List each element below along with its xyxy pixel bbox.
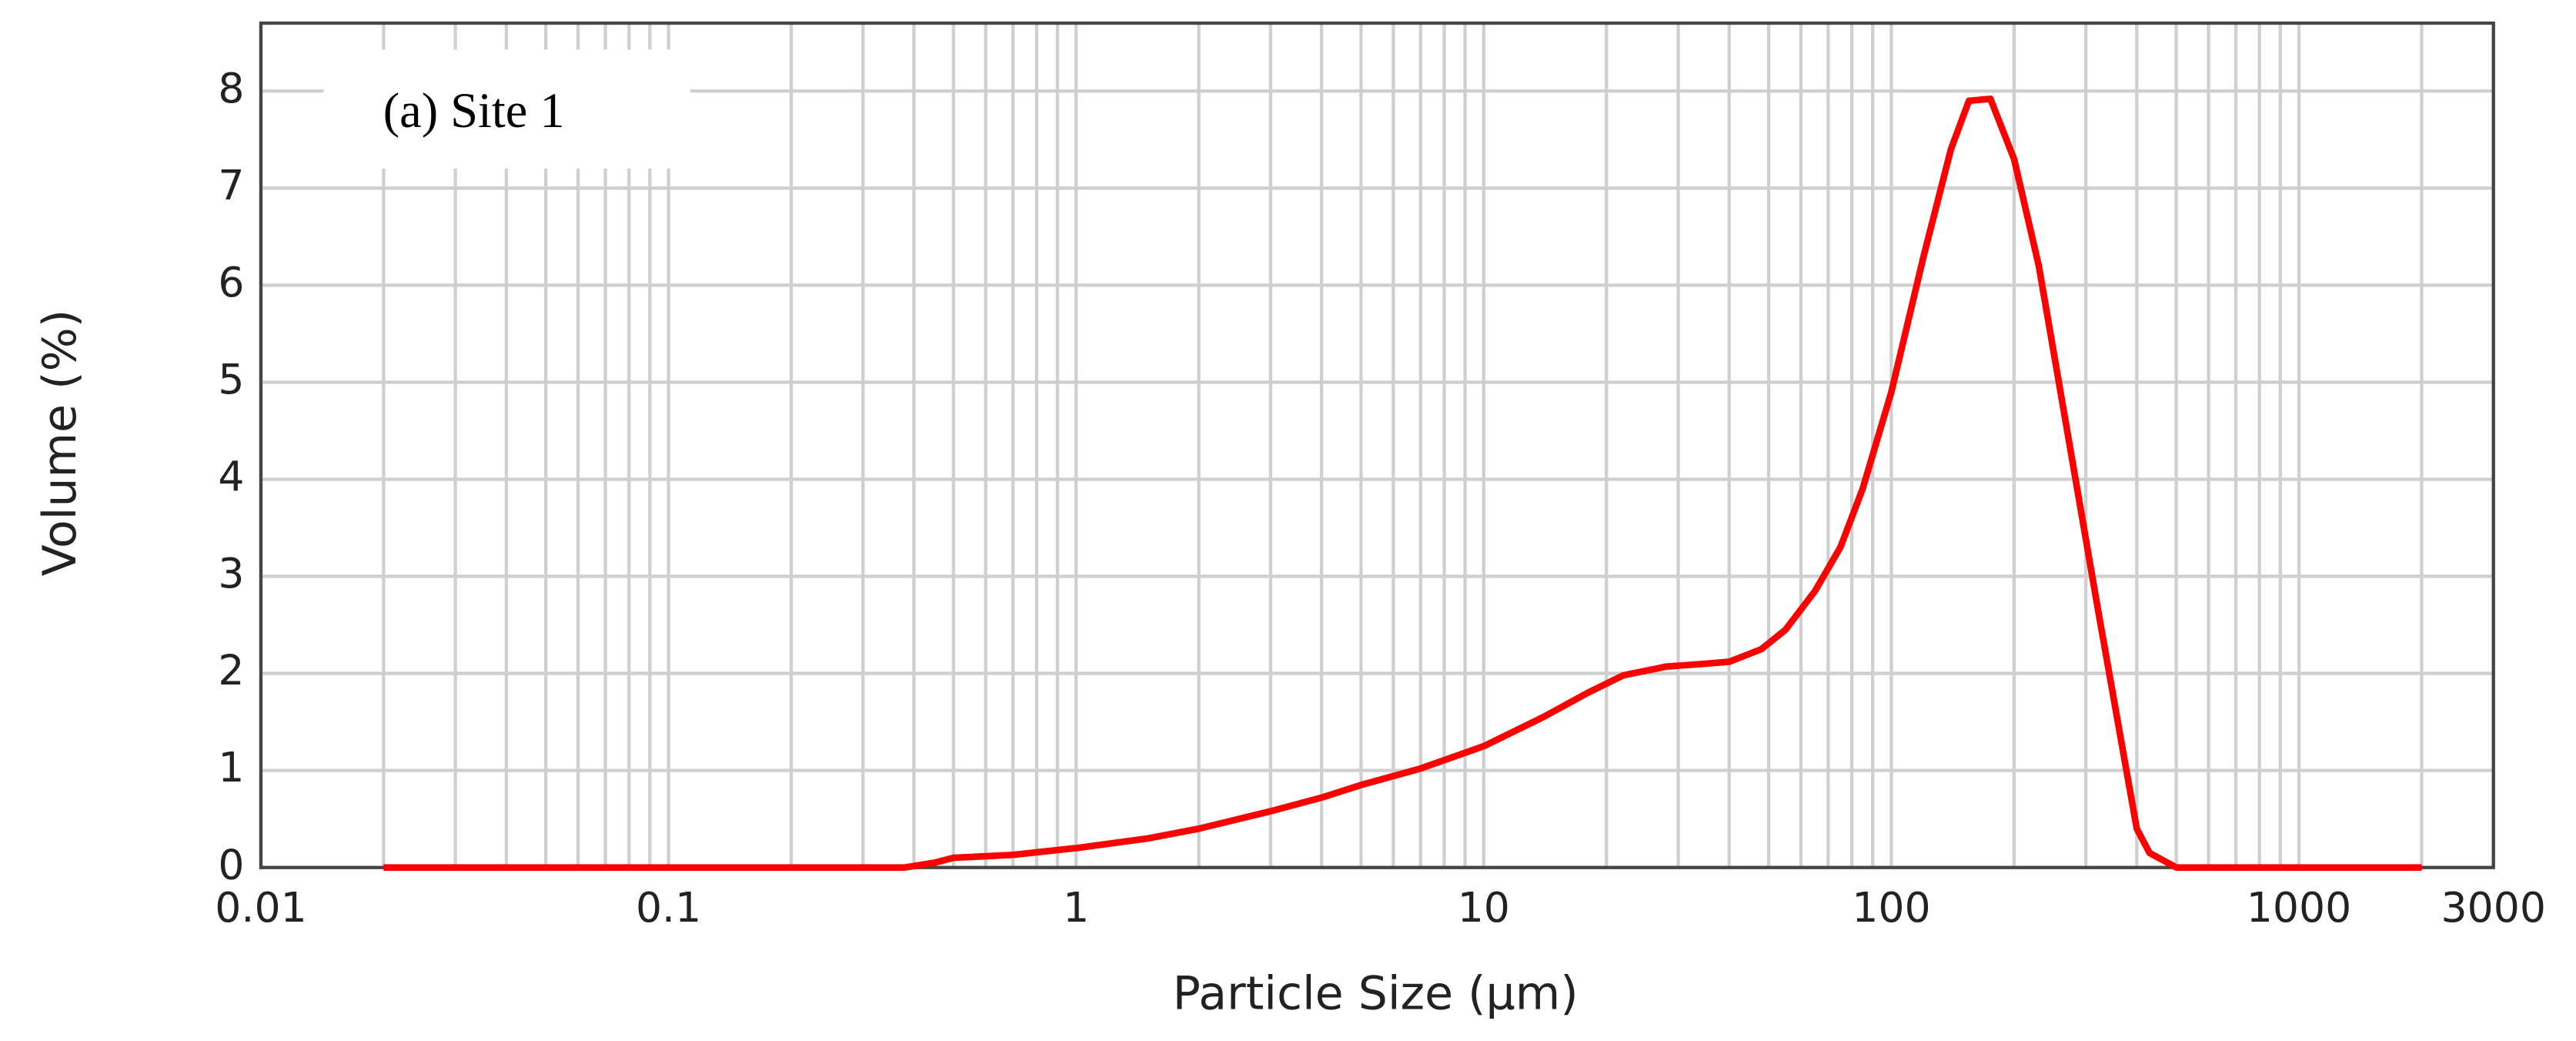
y-tick-label: 6 — [218, 258, 244, 306]
plot-frame — [259, 21, 2495, 869]
y-tick-label: 4 — [218, 452, 244, 500]
x-tick-label: 1 — [1063, 883, 1089, 932]
x-tick-label: 3000 — [2441, 883, 2545, 932]
x-tick-label: 0.1 — [636, 883, 701, 932]
x-tick-label: 10 — [1458, 883, 1510, 932]
y-tick-label: 7 — [218, 161, 244, 209]
plot-marks — [383, 95, 2422, 871]
x-tick-label: 100 — [1852, 883, 1930, 932]
x-tick-label: 1000 — [2247, 883, 2351, 932]
y-tick-label: 3 — [218, 549, 244, 597]
y-tick-label: 0 — [218, 840, 244, 889]
x-tick-label: 0.01 — [215, 883, 306, 932]
y-tick-label: 5 — [218, 355, 244, 403]
y-axis-label: Volume (%) — [33, 310, 87, 577]
y-tick-label: 2 — [218, 646, 244, 695]
y-tick-label: 1 — [218, 743, 244, 792]
x-axis-label: Particle Size (μm) — [1173, 967, 1579, 1021]
annotation: (a) Site 1 — [383, 83, 565, 138]
y-tick-label: 8 — [218, 64, 244, 112]
annotation-box — [323, 49, 690, 169]
data-line — [383, 95, 2422, 871]
